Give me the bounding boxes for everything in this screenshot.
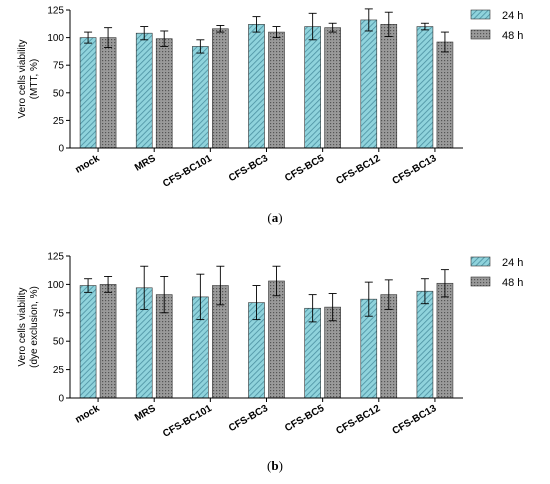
- bar-mock-48h: [99, 37, 117, 149]
- bar-mock-24h: [79, 285, 97, 399]
- legend-swatch-48h: [470, 29, 491, 40]
- bar-CFS-BC3-48h: [268, 280, 285, 399]
- bar-CFS-BC13-24h: [416, 290, 434, 399]
- x-tick-label: CFS-BC12: [334, 403, 382, 437]
- error-bar: [196, 39, 205, 54]
- y-tick-label: 50: [53, 88, 65, 99]
- caption-open-paren: (: [267, 210, 271, 225]
- bar-CFS-BC3-48h: [268, 31, 285, 149]
- y-axis-label-line: Vero cells viability: [17, 40, 28, 119]
- bar-mock-24h: [79, 37, 97, 149]
- error-bar: [160, 30, 169, 47]
- y-tick-label: 125: [47, 6, 64, 17]
- legend-label: 48 h: [502, 277, 523, 289]
- legend-swatch-24h: [470, 9, 491, 20]
- error-bar: [84, 278, 93, 293]
- error-bar: [384, 11, 393, 37]
- bar-MRS-48h: [155, 38, 173, 149]
- y-tick-label: 75: [53, 308, 65, 319]
- legend-swatch-24h: [470, 256, 491, 267]
- bar-CFS-BC3-24h: [248, 24, 265, 149]
- error-bar: [308, 294, 317, 323]
- legend-label: 24 h: [502, 10, 523, 22]
- error-bar: [104, 27, 113, 48]
- error-bar: [308, 12, 317, 41]
- bar-CFS-BC13-48h: [436, 41, 454, 149]
- bar-CFS-BC5-24h: [304, 26, 321, 149]
- x-tick-label: CFS-BC3: [227, 403, 270, 434]
- caption-close-paren: ): [278, 210, 282, 225]
- y-axis-label: Vero cells viability(dye exclusion, %): [17, 286, 40, 368]
- error-bar: [140, 26, 149, 41]
- error-bar: [440, 31, 449, 53]
- bar-CFS-BC12-48h: [380, 24, 398, 149]
- x-tick-label: CFS-BC5: [283, 403, 326, 434]
- caption-letter: a: [272, 210, 279, 225]
- x-tick-label: CFS-BC12: [334, 153, 382, 187]
- y-tick-label: 75: [53, 61, 65, 72]
- legend-swatch-48h: [470, 276, 491, 287]
- bar-mock-48h: [99, 284, 117, 399]
- legend-label: 48 h: [502, 30, 523, 42]
- bar-CFS-BC5-48h: [324, 27, 341, 149]
- error-bar: [160, 275, 169, 314]
- error-bar: [140, 265, 149, 310]
- x-tick-label: CFS-BC13: [391, 153, 439, 187]
- panel-caption: (a): [267, 210, 282, 225]
- error-bar: [196, 273, 205, 321]
- error-bar: [364, 281, 373, 317]
- chart-panel-a: 0 25 50 75 100 125 mock MRS CFS-BC101 CFS-BC3 CFS-…: [17, 6, 523, 226]
- x-tick-label: CFS-BC3: [227, 153, 270, 184]
- chart-panel-b: 0 25 50 75 100 125 mock MRS CFS-BC101 CFS-BC3 CFS-…: [17, 252, 523, 474]
- bar-CFS-BC12-48h: [380, 294, 398, 399]
- error-bar: [252, 16, 261, 33]
- y-tick-label: 100: [47, 33, 64, 44]
- error-bar: [272, 265, 281, 297]
- y-tick-label: 100: [47, 280, 64, 291]
- y-axis-label-line: (dye exclusion, %): [29, 286, 40, 368]
- x-tick-label: CFS-BC5: [283, 153, 326, 184]
- bar-MRS-24h: [135, 32, 153, 149]
- error-bar: [420, 278, 429, 305]
- error-bar: [104, 275, 113, 293]
- error-bar: [216, 265, 225, 306]
- x-tick-label: mock: [73, 403, 102, 426]
- x-tick-label: CFS-BC101: [161, 153, 214, 190]
- caption-close-paren: ): [279, 458, 283, 473]
- y-axis-label: Vero cells viability(MTT, %): [17, 40, 40, 119]
- error-bar: [440, 269, 449, 298]
- y-axis-label-line: Vero cells viability: [17, 288, 28, 367]
- x-tick-label: mock: [73, 153, 102, 176]
- x-tick-label: CFS-BC13: [391, 403, 439, 437]
- panel-caption: (b): [267, 458, 283, 473]
- caption-open-paren: (: [267, 458, 271, 473]
- error-bar: [252, 285, 261, 321]
- x-tick-label: MRS: [133, 403, 158, 424]
- error-bar: [84, 31, 93, 44]
- error-bar: [420, 22, 429, 31]
- y-tick-label: 0: [58, 394, 64, 405]
- y-tick-label: 50: [53, 337, 65, 348]
- x-tick-label: MRS: [133, 153, 158, 174]
- y-tick-label: 125: [47, 252, 64, 263]
- error-bar: [272, 26, 281, 39]
- legend-label: 24 h: [502, 257, 523, 269]
- error-bar: [328, 293, 337, 322]
- error-bar: [216, 25, 225, 33]
- y-tick-label: 25: [53, 116, 65, 127]
- bar-CFS-BC101-24h: [192, 46, 209, 149]
- error-bar: [328, 22, 337, 33]
- y-tick-label: 0: [58, 144, 64, 155]
- bar-CFS-BC13-48h: [436, 282, 454, 399]
- error-bar: [384, 279, 393, 310]
- x-tick-label: CFS-BC101: [161, 403, 214, 440]
- caption-letter: b: [271, 458, 278, 473]
- y-axis-label-line: (MTT, %): [29, 59, 40, 100]
- bar-CFS-BC101-48h: [212, 28, 229, 149]
- error-bar: [364, 8, 373, 32]
- bar-CFS-BC12-24h: [360, 19, 378, 149]
- bar-CFS-BC13-24h: [416, 26, 434, 149]
- y-tick-label: 25: [53, 365, 65, 376]
